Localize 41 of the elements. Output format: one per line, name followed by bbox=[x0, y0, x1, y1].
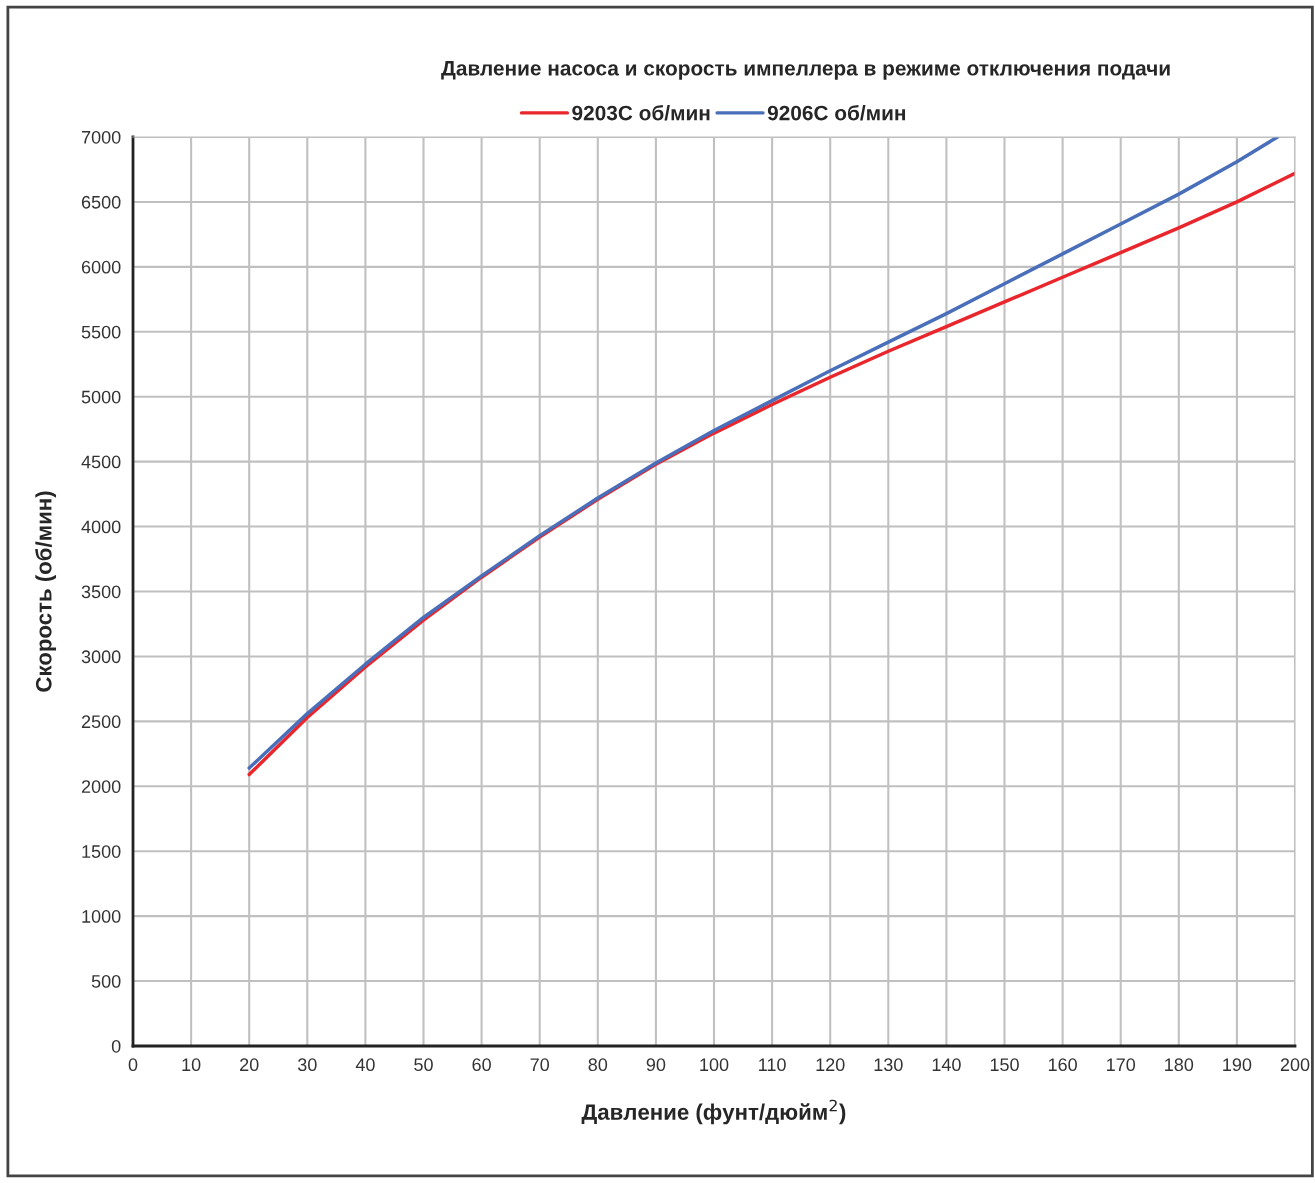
y-tick-label: 1500 bbox=[82, 845, 121, 858]
y-tick-label: 7000 bbox=[81, 130, 121, 144]
y-tick-label: 1000 bbox=[82, 910, 121, 923]
x-axis-title: Давление (фунт/дюйм$^{2}$) bbox=[581, 1099, 846, 1125]
x-tick-label: 40 bbox=[355, 1058, 375, 1072]
x-tick-label: 10 bbox=[182, 1058, 201, 1072]
x-tick-label: 70 bbox=[530, 1058, 550, 1072]
legend-label: 9203C об/мин bbox=[572, 104, 710, 121]
x-tick-label: 160 bbox=[1048, 1058, 1077, 1072]
x-tick-label: 200 bbox=[1280, 1058, 1310, 1072]
y-tick-label: 5500 bbox=[81, 325, 121, 339]
y-tick-label: 6500 bbox=[81, 195, 121, 209]
x-tick-label: 20 bbox=[240, 1058, 259, 1072]
x-tick-label: 80 bbox=[588, 1058, 608, 1072]
x-tick-label: 110 bbox=[759, 1058, 786, 1072]
x-tick-label: 30 bbox=[297, 1058, 317, 1072]
y-tick-label: 2500 bbox=[81, 715, 121, 729]
legend-label: 9206C об/мин bbox=[767, 104, 906, 121]
x-tick-label: 150 bbox=[990, 1058, 1019, 1072]
x-tick-label: 50 bbox=[414, 1058, 433, 1072]
x-tick-label: 90 bbox=[646, 1058, 666, 1072]
y-axis-title: Скорость (об/мин) bbox=[35, 491, 57, 692]
y-tick-label: 2000 bbox=[81, 780, 121, 794]
x-tick-label: 170 bbox=[1107, 1058, 1136, 1072]
x-tick-label: 140 bbox=[932, 1058, 961, 1072]
x-tick-label: 120 bbox=[816, 1058, 845, 1072]
x-tick-label: 190 bbox=[1223, 1058, 1252, 1072]
chart-title: Давление насоса и скорость импеллера в режиме отключения подачи bbox=[441, 61, 1170, 80]
x-tick-label: 0 bbox=[128, 1058, 138, 1072]
x-tick-label: 130 bbox=[874, 1058, 903, 1072]
y-tick-label: 500 bbox=[91, 975, 121, 988]
x-tick-label: 100 bbox=[700, 1058, 729, 1072]
x-tick-label: 180 bbox=[1165, 1058, 1194, 1072]
x-tick-label: 60 bbox=[472, 1058, 491, 1072]
y-tick-label: 6000 bbox=[81, 260, 121, 274]
y-tick-label: 5000 bbox=[81, 390, 121, 404]
y-tick-label: 3000 bbox=[81, 650, 121, 664]
y-tick-label: 4000 bbox=[81, 520, 121, 534]
y-tick-label: 4500 bbox=[81, 455, 121, 469]
y-tick-label: 3500 bbox=[81, 585, 121, 599]
y-tick-label: 0 bbox=[111, 1039, 121, 1053]
